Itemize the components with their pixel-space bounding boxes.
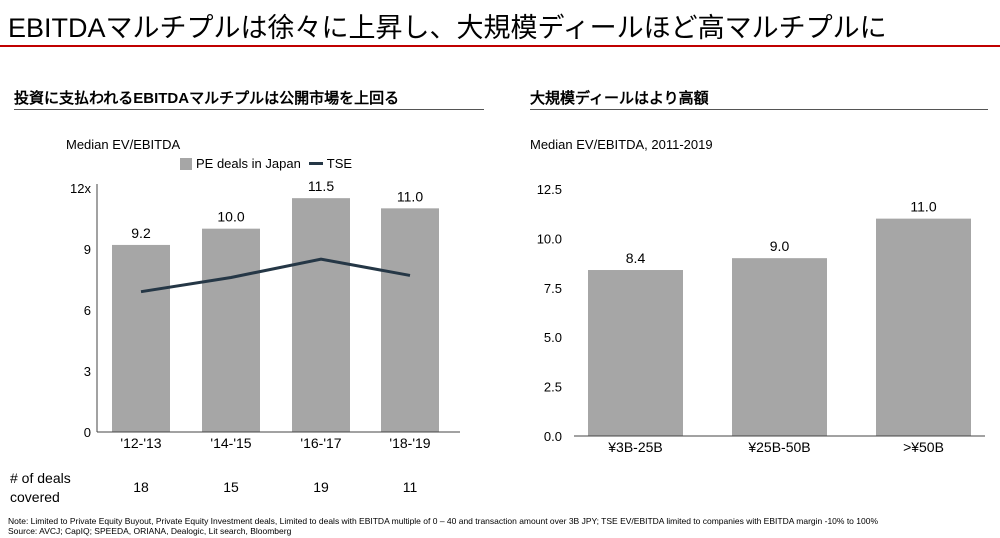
x-tick-label: '12-'13	[120, 435, 161, 451]
x-tick-label: '18-'19	[389, 435, 430, 451]
bar-value-label: 9.0	[770, 238, 790, 254]
bar-value-label: 11.0	[910, 199, 936, 215]
left-heading: 投資に支払われるEBITDAマルチプルは公開市場を上回る	[14, 90, 400, 107]
y-tick-label: 12.5	[537, 182, 562, 197]
bar-value-label: 11.0	[397, 188, 423, 204]
bar	[876, 218, 971, 436]
y-tick-label: 9	[84, 242, 91, 257]
y-tick-label: 7.5	[544, 281, 562, 296]
y-tick-label: 6	[84, 303, 91, 318]
deals-label-line2: covered	[10, 489, 60, 505]
deals-label-line1: # of deals	[10, 470, 71, 486]
legend-line-swatch	[308, 162, 323, 165]
deals-count: 15	[223, 479, 239, 495]
x-tick-label: '14-'15	[210, 435, 251, 451]
bar	[732, 258, 827, 436]
title-divider	[0, 45, 1000, 47]
y-tick-label: 5.0	[544, 330, 562, 345]
left-heading-divider	[14, 109, 484, 110]
deals-label: # of deals covered	[10, 469, 71, 507]
x-tick-label: ¥3B-25B	[607, 439, 662, 455]
page-title: EBITDAマルチプルは徐々に上昇し、大規模ディールほど高マルチプルに	[8, 13, 887, 43]
right-heading: 大規模ディールはより高額	[530, 90, 709, 107]
legend-bar-swatch	[180, 157, 192, 170]
deals-count: 18	[133, 479, 149, 495]
right-heading-divider	[530, 109, 988, 110]
x-tick-label: '16-'17	[300, 435, 341, 451]
y-tick-label: 0	[84, 425, 91, 440]
bar	[588, 270, 683, 436]
x-tick-label: ¥25B-50B	[747, 439, 810, 455]
source: Source: AVCJ; CapIQ; SPEEDA, ORIANA, Dea…	[8, 526, 292, 536]
y-tick-label: 10.0	[537, 231, 562, 246]
bar-value-label: 10.0	[217, 209, 244, 225]
y-tick-label: 12x	[70, 181, 91, 196]
legend: PE deals in Japan TSE	[180, 156, 352, 171]
y-tick-label: 2.5	[544, 380, 562, 395]
legend-pe: PE deals in Japan	[196, 156, 301, 171]
bar-value-label: 8.4	[626, 250, 646, 266]
deals-count: 11	[403, 479, 418, 495]
bar-pe	[112, 244, 170, 432]
tse-line	[140, 257, 411, 294]
bar-value-label: 11.5	[308, 178, 334, 194]
y-tick-label: 0.0	[544, 429, 562, 444]
deals-count: 19	[313, 479, 329, 495]
bar-pe	[292, 198, 350, 432]
right-chart-title: Median EV/EBITDA, 2011-2019	[530, 137, 713, 152]
x-tick-label: >¥50B	[903, 439, 944, 455]
bar-pe	[202, 228, 260, 432]
legend-tse: TSE	[326, 156, 353, 171]
footnote: Note: Limited to Private Equity Buyout, …	[8, 516, 879, 526]
left-chart-title: Median EV/EBITDA	[66, 137, 181, 152]
bar-pe	[381, 208, 439, 432]
y-tick-label: 3	[84, 364, 91, 379]
bar-value-label: 9.2	[131, 225, 151, 241]
